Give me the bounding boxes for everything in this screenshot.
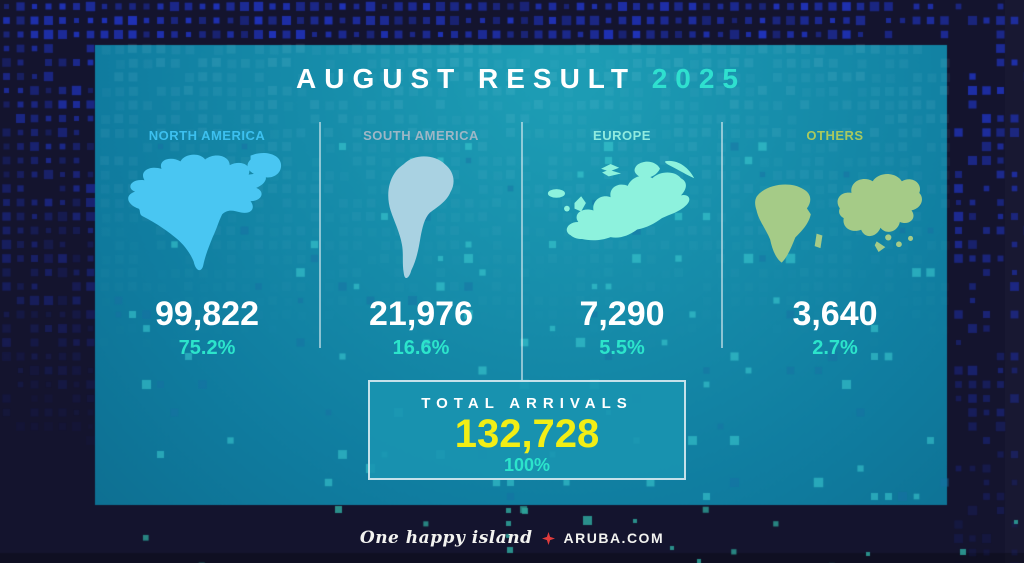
region-label: OTHERS	[806, 128, 864, 143]
map-box	[546, 147, 698, 294]
region-share: 16.6%	[392, 337, 450, 359]
map-box	[743, 147, 927, 294]
column-divider	[721, 122, 723, 348]
region-share: 5.5%	[599, 337, 645, 359]
region-share: 75.2%	[178, 337, 236, 359]
region-column-south-america: SOUTH AMERICA 21,976 16.6%	[321, 128, 521, 360]
region-column-others: OTHERS 3,640 2.7%	[723, 128, 947, 360]
map-box	[369, 147, 474, 294]
footer-brand: ARUBA.COM	[563, 530, 665, 546]
region-column-north-america: NORTH AMERICA 99,822 75.2%	[95, 128, 319, 360]
aruba-star-icon	[541, 531, 555, 545]
column-divider	[319, 122, 321, 348]
total-share: 100%	[503, 455, 551, 475]
map-box	[112, 147, 302, 294]
region-share: 2.7%	[812, 337, 858, 359]
total-arrivals-box: TOTAL ARRIVALS 132,728 100%	[368, 380, 686, 480]
page-title-text: AUGUST RESULT	[296, 63, 636, 94]
footer-tagline: One happy island	[359, 528, 533, 548]
column-divider	[521, 122, 523, 380]
total-label: TOTAL ARRIVALS	[421, 395, 633, 412]
region-column-europe: EUROPE 7,290 5.5%	[523, 128, 721, 360]
region-arrivals: 21,976	[369, 295, 473, 333]
total-value: 132,728	[454, 412, 600, 456]
region-label: EUROPE	[593, 128, 651, 143]
region-arrivals: 7,290	[579, 295, 665, 333]
europe-map-icon	[547, 160, 695, 240]
south-america-map-icon	[387, 155, 454, 278]
region-label: NORTH AMERICA	[148, 128, 266, 143]
region-arrivals: 99,822	[155, 295, 259, 333]
page-title: AUGUST RESULT 2025	[95, 63, 947, 95]
page-title-year: 2025	[651, 63, 746, 94]
africa-asia-map-icon	[755, 173, 922, 263]
footer-brandline: One happy island ARUBA.COM	[0, 523, 1024, 553]
north-america-map-icon	[128, 152, 282, 270]
region-label: SOUTH AMERICA	[363, 128, 479, 143]
region-arrivals: 3,640	[792, 295, 878, 333]
